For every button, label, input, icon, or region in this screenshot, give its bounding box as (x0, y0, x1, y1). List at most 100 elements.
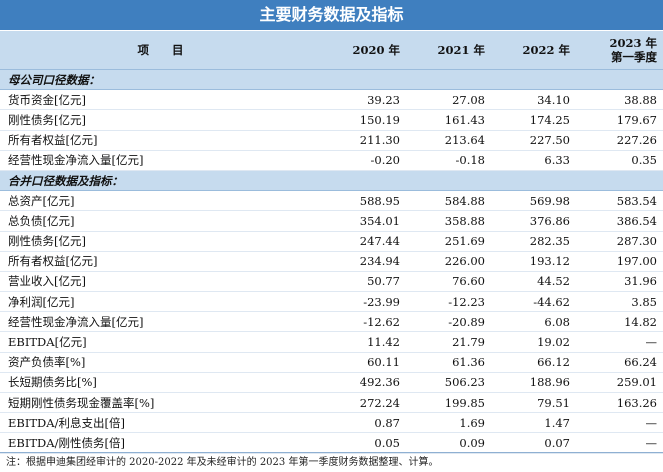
row-value: -12.62 (321, 311, 406, 333)
row-value: — (576, 412, 663, 434)
row-value: 11.42 (321, 331, 406, 353)
row-value: -20.89 (406, 311, 491, 333)
row-value: 1.69 (406, 412, 491, 434)
row-value: -0.18 (406, 150, 491, 171)
row-value: 79.51 (491, 392, 576, 414)
row-value: 39.23 (321, 89, 406, 111)
row-value: 3.85 (576, 291, 663, 313)
row-label: 长短期债务比[%] (0, 372, 321, 394)
row-value: 354.01 (321, 210, 406, 232)
row-label: EBITDA[亿元] (0, 331, 321, 353)
row-label: EBITDA/利息支出[倍] (0, 412, 321, 434)
row-value: 163.26 (576, 392, 663, 414)
row-value: 226.00 (406, 251, 491, 272)
row-value: 0.09 (406, 432, 491, 454)
row-label: 货币资金[亿元] (0, 89, 321, 111)
row-value: 386.54 (576, 210, 663, 232)
header-2021: 2021 年 (406, 31, 491, 70)
row-value: 259.01 (576, 372, 663, 394)
row-label: 资产负债率[%] (0, 351, 321, 373)
row-value: 227.26 (576, 130, 663, 151)
row-value: 179.67 (576, 109, 663, 131)
row-label: 营业收入[亿元] (0, 271, 321, 293)
table-row: EBITDA/刚性债务[倍] 0.05 0.09 0.07— (0, 432, 663, 454)
row-value: — (576, 331, 663, 353)
row-value: 227.50 (491, 130, 576, 151)
table-row: 刚性债务[亿元] 247.44 251.69 282.35 287.30 (0, 231, 663, 252)
row-value: 21.79 (406, 331, 491, 353)
financial-data-table: 项 目 2020 年 2021 年 2022 年 2023 年 第一季度 母公司… (0, 31, 663, 454)
row-value: 234.94 (321, 251, 406, 272)
row-value: 583.54 (576, 190, 663, 212)
row-value: -44.62 (491, 291, 576, 313)
row-value: 211.30 (321, 130, 406, 151)
row-label: 总负债[亿元] (0, 210, 321, 232)
row-label: 短期刚性债务现金覆盖率[%] (0, 392, 321, 414)
row-label: 所有者权益[亿元] (0, 251, 321, 272)
table-row: 所有者权益[亿元] 211.30 213.64 227.50 227.26 (0, 130, 663, 151)
row-value: 161.43 (406, 109, 491, 131)
row-value: 38.88 (576, 89, 663, 111)
section-label: 母公司口径数据： (0, 69, 663, 91)
row-value: 66.12 (491, 351, 576, 373)
row-value: 282.35 (491, 231, 576, 252)
table-row: 净利润[亿元] -23.99 -12.23 -44.62 3.85 (0, 291, 663, 313)
row-value: -12.23 (406, 291, 491, 313)
row-value: -23.99 (321, 291, 406, 313)
row-value: 150.19 (321, 109, 406, 131)
row-value: 0.05 (321, 432, 406, 454)
row-value: 358.88 (406, 210, 491, 232)
row-value: 60.11 (321, 351, 406, 373)
table-body: 母公司口径数据： 货币资金[亿元] 39.23 27.08 34.10 38.88 刚性债务… (0, 69, 663, 454)
row-value: 506.23 (406, 372, 491, 394)
row-value: 588.95 (321, 190, 406, 212)
table-row: 经营性现金净流入量[亿元] -0.20 -0.18 6.33 0.35 (0, 150, 663, 171)
header-2022: 2022 年 (491, 31, 576, 70)
row-label: 经营性现金净流入量[亿元] (0, 311, 321, 333)
row-value: 174.25 (491, 109, 576, 131)
table-row: 营业收入[亿元] 50.77 76.60 44.52 31.96 (0, 271, 663, 293)
section-label: 合并口径数据及指标： (0, 170, 663, 192)
row-value: 193.12 (491, 251, 576, 272)
table-row: 货币资金[亿元] 39.23 27.08 34.10 38.88 (0, 89, 663, 111)
row-value: — (576, 432, 663, 454)
header-2023q1: 2023 年 第一季度 (576, 31, 663, 70)
table-row: EBITDA[亿元] 11.42 21.79 19.02— (0, 331, 663, 353)
row-value: 50.77 (321, 271, 406, 293)
row-value: 61.36 (406, 351, 491, 373)
row-value: -0.20 (321, 150, 406, 171)
table-row: 短期刚性债务现金覆盖率[%] 272.24 199.85 79.51 163.26 (0, 392, 663, 414)
header-2023q1-year: 2023 年 (609, 36, 657, 50)
row-value: 197.00 (576, 251, 663, 272)
table-row: 经营性现金净流入量[亿元] -12.62 -20.89 6.08 14.82 (0, 311, 663, 333)
row-value: 14.82 (576, 311, 663, 333)
row-label: 刚性债务[亿元] (0, 109, 321, 131)
row-value: 0.07 (491, 432, 576, 454)
row-value: 492.36 (321, 372, 406, 394)
row-value: 213.64 (406, 130, 491, 151)
row-value: 34.10 (491, 89, 576, 111)
table-row: EBITDA/利息支出[倍] 0.87 1.69 1.47— (0, 412, 663, 434)
row-label: EBITDA/刚性债务[倍] (0, 432, 321, 454)
table-row: 所有者权益[亿元] 234.94 226.00 193.12 197.00 (0, 251, 663, 272)
row-value: 0.87 (321, 412, 406, 434)
table-header: 项 目 2020 年 2021 年 2022 年 2023 年 第一季度 (0, 31, 663, 70)
row-value: 272.24 (321, 392, 406, 414)
row-value: 199.85 (406, 392, 491, 414)
row-value: 44.52 (491, 271, 576, 293)
table-row: 总负债[亿元] 354.01 358.88 376.86 386.54 (0, 210, 663, 232)
row-value: 247.44 (321, 231, 406, 252)
row-value: 584.88 (406, 190, 491, 212)
row-value: 251.69 (406, 231, 491, 252)
table-row: 长短期债务比[%] 492.36 506.23 188.96 259.01 (0, 372, 663, 394)
footnote: 注：根据申迪集团经审计的 2020-2022 年及未经审计的 2023 年第一季… (0, 452, 663, 471)
row-value: 376.86 (491, 210, 576, 232)
row-value: 76.60 (406, 271, 491, 293)
table-title: 主要财务数据及指标 (0, 0, 663, 30)
row-label: 总资产[亿元] (0, 190, 321, 212)
row-value: 27.08 (406, 89, 491, 111)
header-item: 项 目 (0, 31, 321, 70)
table-row: 总资产[亿元] 588.95 584.88 569.98 583.54 (0, 190, 663, 212)
row-value: 569.98 (491, 190, 576, 212)
